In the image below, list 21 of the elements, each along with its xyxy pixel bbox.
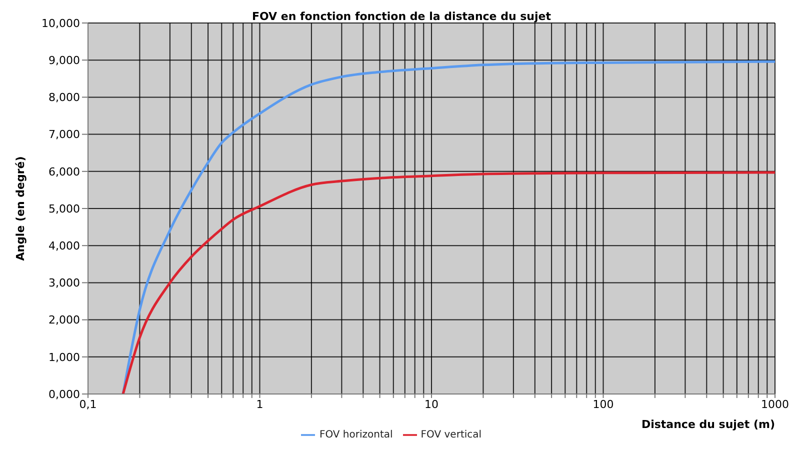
y-tick-label: 9,000	[48, 54, 80, 68]
y-tick-label: 3,000	[48, 276, 80, 290]
legend-label: FOV vertical	[420, 430, 482, 441]
x-axis-title: Distance du sujet (m)	[641, 418, 775, 431]
y-tick-label: 10,000	[42, 16, 80, 30]
x-tick-label: 10	[424, 398, 438, 411]
x-tick-label: 1	[256, 398, 264, 411]
x-tick-label: 1000	[761, 398, 789, 411]
x-tick-label: 100	[592, 398, 614, 411]
x-tick-label: 0,1	[79, 398, 97, 411]
y-tick-label: 8,000	[48, 91, 80, 104]
y-axis-title: Angle (en degré)	[14, 156, 27, 261]
y-tick-label: 6,000	[48, 165, 80, 178]
y-tick-label: 7,000	[48, 128, 80, 142]
legend-label: FOV horizontal	[319, 430, 393, 441]
y-tick-label: 1,000	[48, 350, 80, 364]
chart-title: FOV en fonction fonction de la distance du sujet	[252, 10, 552, 23]
y-tick-label: 2,000	[48, 314, 80, 327]
y-tick-label: 4,000	[48, 240, 80, 253]
y-tick-label: 0,000	[48, 388, 80, 401]
y-tick-label: 5,000	[48, 202, 80, 216]
